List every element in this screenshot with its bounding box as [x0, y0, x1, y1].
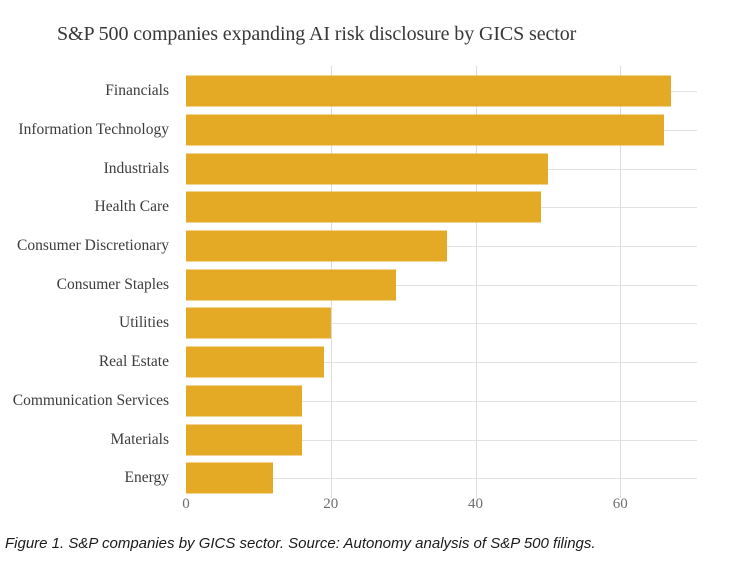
bar-track [186, 149, 697, 188]
bar [186, 307, 331, 339]
chart-title: S&P 500 companies expanding AI risk disc… [57, 23, 577, 45]
bar [186, 114, 664, 146]
x-tick-label-20: 20 [323, 496, 339, 512]
chart-row: Consumer Discretionary [0, 227, 697, 266]
bar-track [186, 265, 697, 304]
chart-row: Financials [0, 72, 697, 111]
category-label: Materials [110, 430, 169, 448]
bar-track [186, 420, 697, 459]
chart-row: Consumer Staples [0, 265, 697, 304]
category-label: Industrials [103, 159, 169, 177]
bar-track [186, 188, 697, 227]
bar [186, 385, 302, 417]
chart-row: Industrials [0, 149, 697, 188]
chart-row: Materials [0, 420, 697, 459]
category-label: Consumer Discretionary [17, 237, 169, 255]
category-label: Utilities [119, 314, 169, 332]
bar-track [186, 459, 697, 498]
bar-track [186, 304, 697, 343]
x-tick-label-60: 60 [612, 496, 628, 512]
x-tick-label-40: 40 [468, 496, 484, 512]
bar-track [186, 382, 697, 421]
bar-track [186, 72, 697, 111]
bar [186, 153, 548, 185]
bar [186, 424, 302, 456]
chart-rows: Financials Information Technology Indust… [0, 72, 697, 498]
bar-chart: Financials Information Technology Indust… [0, 66, 737, 526]
bar [186, 230, 447, 262]
chart-row: Utilities [0, 304, 697, 343]
chart-row: Health Care [0, 188, 697, 227]
chart-row: Information Technology [0, 111, 697, 150]
x-axis: 0 20 40 60 [182, 496, 697, 516]
bar-track [186, 343, 697, 382]
x-tick-label-0: 0 [182, 496, 190, 512]
chart-row: Real Estate [0, 343, 697, 382]
figure-caption: Figure 1. S&P companies by GICS sector. … [5, 535, 596, 552]
bar [186, 346, 324, 378]
bar [186, 191, 541, 223]
category-label: Financials [105, 82, 169, 100]
category-label: Energy [124, 469, 169, 487]
category-label: Consumer Staples [56, 275, 169, 293]
chart-row: Energy [0, 459, 697, 498]
bar [186, 75, 671, 107]
category-label: Communication Services [12, 391, 169, 409]
chart-row: Communication Services [0, 382, 697, 421]
bar-track [186, 227, 697, 266]
category-label: Information Technology [18, 121, 169, 139]
bar-track [186, 111, 697, 150]
bar [186, 269, 396, 301]
category-label: Real Estate [98, 353, 169, 371]
bar [186, 462, 273, 494]
category-label: Health Care [94, 198, 169, 216]
